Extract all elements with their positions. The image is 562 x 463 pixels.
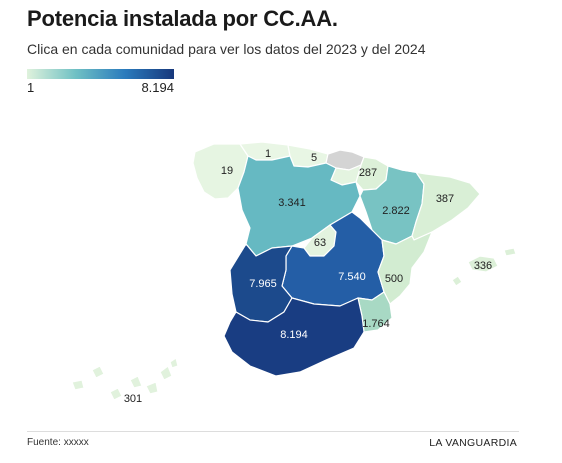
- region-andalucia[interactable]: [223, 297, 365, 377]
- legend-min-label: 1: [27, 80, 35, 95]
- publisher-brand: LA VANGUARDIA: [429, 437, 517, 449]
- map-title: Potencia instalada por CC.AA.: [27, 6, 338, 31]
- region-value-islas-baleares: 336: [474, 260, 492, 272]
- region-value-asturias: 1: [265, 148, 271, 160]
- region-value-aragon: 2.822: [382, 205, 410, 217]
- region-value-galicia: 19: [221, 165, 233, 177]
- region-value-cantabria: 5: [311, 152, 317, 164]
- legend-max-label: 8.194: [141, 80, 174, 95]
- spain-choropleth-map: 19 1 5 287 3.341 2.822 387 63 7.540 7.965 500 1.764…: [71, 141, 517, 405]
- region-value-navarra: 287: [359, 167, 377, 179]
- region-value-castilla-la-mancha: 7.540: [338, 271, 366, 283]
- region-value-cataluna: 387: [436, 193, 454, 205]
- region-value-comunidad-valenciana: 500: [385, 273, 403, 285]
- source-note: Fuente: xxxxx: [27, 437, 89, 448]
- map-subtitle: Clica en cada comunidad para ver los dat…: [27, 41, 426, 57]
- region-castilla-y-leon[interactable]: [237, 155, 361, 257]
- region-islas-baleares[interactable]: [451, 247, 517, 287]
- region-galicia[interactable]: [192, 143, 249, 200]
- region-value-murcia: 1.764: [362, 318, 390, 330]
- region-value-canarias: 301: [124, 393, 142, 405]
- region-value-madrid: 63: [314, 237, 326, 249]
- region-comunidad-valenciana[interactable]: [377, 231, 433, 305]
- legend-color-scale: [27, 69, 174, 79]
- region-value-extremadura: 7.965: [249, 278, 277, 290]
- region-canarias[interactable]: [71, 357, 179, 401]
- region-value-castilla-y-leon: 3.341: [278, 197, 306, 209]
- footer-divider: [27, 431, 519, 432]
- region-value-andalucia: 8.194: [280, 329, 308, 341]
